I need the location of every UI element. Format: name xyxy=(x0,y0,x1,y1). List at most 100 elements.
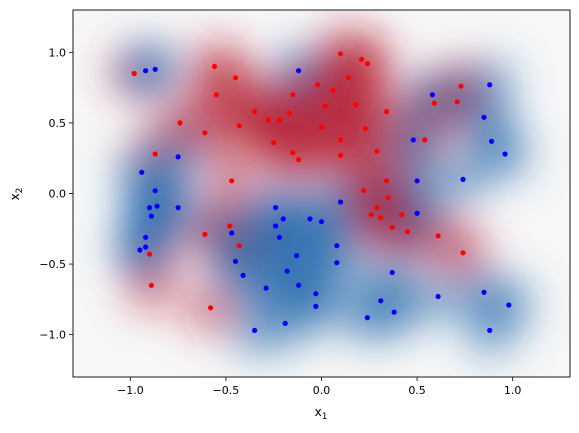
point-class0-15 xyxy=(148,213,154,219)
x-tick-label: 0.0 xyxy=(313,384,331,397)
point-class0-46 xyxy=(252,327,258,333)
point-class0-41 xyxy=(435,293,441,300)
point-class1-5 xyxy=(202,130,208,136)
point-class0-11 xyxy=(152,188,158,194)
scatter-points xyxy=(131,51,512,333)
point-class0-38 xyxy=(389,269,395,276)
point-class0-4 xyxy=(487,82,493,88)
point-class1-16 xyxy=(322,103,328,109)
point-class1-18 xyxy=(338,51,344,57)
point-class0-28 xyxy=(276,234,282,240)
point-class1-13 xyxy=(290,150,296,156)
point-class0-17 xyxy=(143,244,149,250)
point-class1-30 xyxy=(454,99,460,105)
point-class0-21 xyxy=(414,210,420,216)
point-class1-43 xyxy=(404,229,411,235)
point-class0-36 xyxy=(296,282,302,288)
point-class1-36 xyxy=(383,178,390,184)
point-class1-1 xyxy=(211,63,218,70)
point-class0-27 xyxy=(318,219,325,225)
point-class1-20 xyxy=(359,56,365,63)
point-class1-32 xyxy=(422,137,428,143)
point-class0-35 xyxy=(334,260,340,266)
x-tick-label: 0.5 xyxy=(408,384,426,397)
point-class1-44 xyxy=(435,233,441,239)
point-class0-12 xyxy=(146,205,153,211)
point-class0-30 xyxy=(334,243,340,249)
point-class0-14 xyxy=(175,205,181,211)
point-class1-49 xyxy=(146,251,153,257)
x-tick-label: −1.0 xyxy=(117,384,144,397)
point-class0-49 xyxy=(487,327,493,333)
point-class0-6 xyxy=(489,138,495,144)
point-class1-25 xyxy=(338,152,344,158)
point-class0-3 xyxy=(429,92,435,98)
point-class0-20 xyxy=(414,178,420,184)
point-class0-39 xyxy=(313,291,319,297)
decision-surface xyxy=(73,10,570,377)
point-class1-21 xyxy=(364,61,370,67)
point-class0-16 xyxy=(143,234,149,240)
point-class1-3 xyxy=(213,92,219,98)
point-class1-34 xyxy=(229,178,235,184)
point-class1-51 xyxy=(208,305,214,311)
point-class1-38 xyxy=(374,205,380,211)
point-class1-29 xyxy=(431,100,437,106)
point-class1-50 xyxy=(148,282,154,288)
point-class0-7 xyxy=(502,151,508,157)
point-class1-10 xyxy=(286,110,292,116)
point-class0-0 xyxy=(143,68,149,74)
y-tick-label: −1.0 xyxy=(39,329,66,342)
x-tick-label: 1.0 xyxy=(504,384,522,397)
y-tick-label: 1.0 xyxy=(49,46,67,59)
point-class1-9 xyxy=(276,117,282,123)
point-class0-32 xyxy=(232,258,239,264)
y-tick-label: −0.5 xyxy=(39,258,66,271)
point-class0-9 xyxy=(175,154,181,160)
point-class1-22 xyxy=(353,102,359,108)
point-class1-39 xyxy=(368,212,374,218)
point-class1-35 xyxy=(361,188,367,194)
point-class1-12 xyxy=(271,140,277,146)
point-class1-48 xyxy=(236,243,242,249)
point-class0-34 xyxy=(240,272,246,278)
y-tick-label: 0.5 xyxy=(49,117,67,130)
x-tick-label: −0.5 xyxy=(213,384,240,397)
point-class0-31 xyxy=(229,230,235,236)
point-class0-24 xyxy=(280,216,286,222)
point-class0-33 xyxy=(284,268,290,274)
x-axis: −1.0 −0.5 0.0 0.5 1.0 xyxy=(117,377,521,397)
point-class1-33 xyxy=(152,151,158,157)
point-class0-44 xyxy=(313,303,319,309)
point-class1-41 xyxy=(389,224,395,230)
y-axis: −1.0 −0.5 0.0 0.5 1.0 xyxy=(39,46,73,342)
point-class1-15 xyxy=(315,82,321,88)
point-class0-26 xyxy=(307,216,313,222)
point-class1-27 xyxy=(374,148,380,154)
point-class0-29 xyxy=(294,253,300,259)
point-class0-8 xyxy=(410,137,416,143)
point-class1-45 xyxy=(460,250,466,256)
point-class0-10 xyxy=(139,169,145,175)
point-class0-25 xyxy=(273,223,279,229)
y-axis-label: x2 xyxy=(8,188,25,201)
point-class0-13 xyxy=(154,203,160,209)
point-class1-40 xyxy=(378,214,384,221)
point-class0-23 xyxy=(273,205,279,211)
point-class1-47 xyxy=(202,231,208,237)
point-class0-19 xyxy=(460,176,466,182)
point-class1-24 xyxy=(338,137,344,143)
point-class1-46 xyxy=(227,223,233,229)
point-class0-42 xyxy=(481,289,487,295)
point-class1-23 xyxy=(318,124,325,130)
point-class0-47 xyxy=(282,320,288,326)
point-class1-8 xyxy=(265,117,271,123)
point-class1-19 xyxy=(345,75,351,81)
point-class1-14 xyxy=(296,157,302,163)
point-class0-45 xyxy=(391,309,397,315)
point-class1-4 xyxy=(177,120,183,126)
point-class0-40 xyxy=(378,298,384,304)
point-class1-7 xyxy=(252,109,258,115)
point-class0-2 xyxy=(296,68,302,74)
